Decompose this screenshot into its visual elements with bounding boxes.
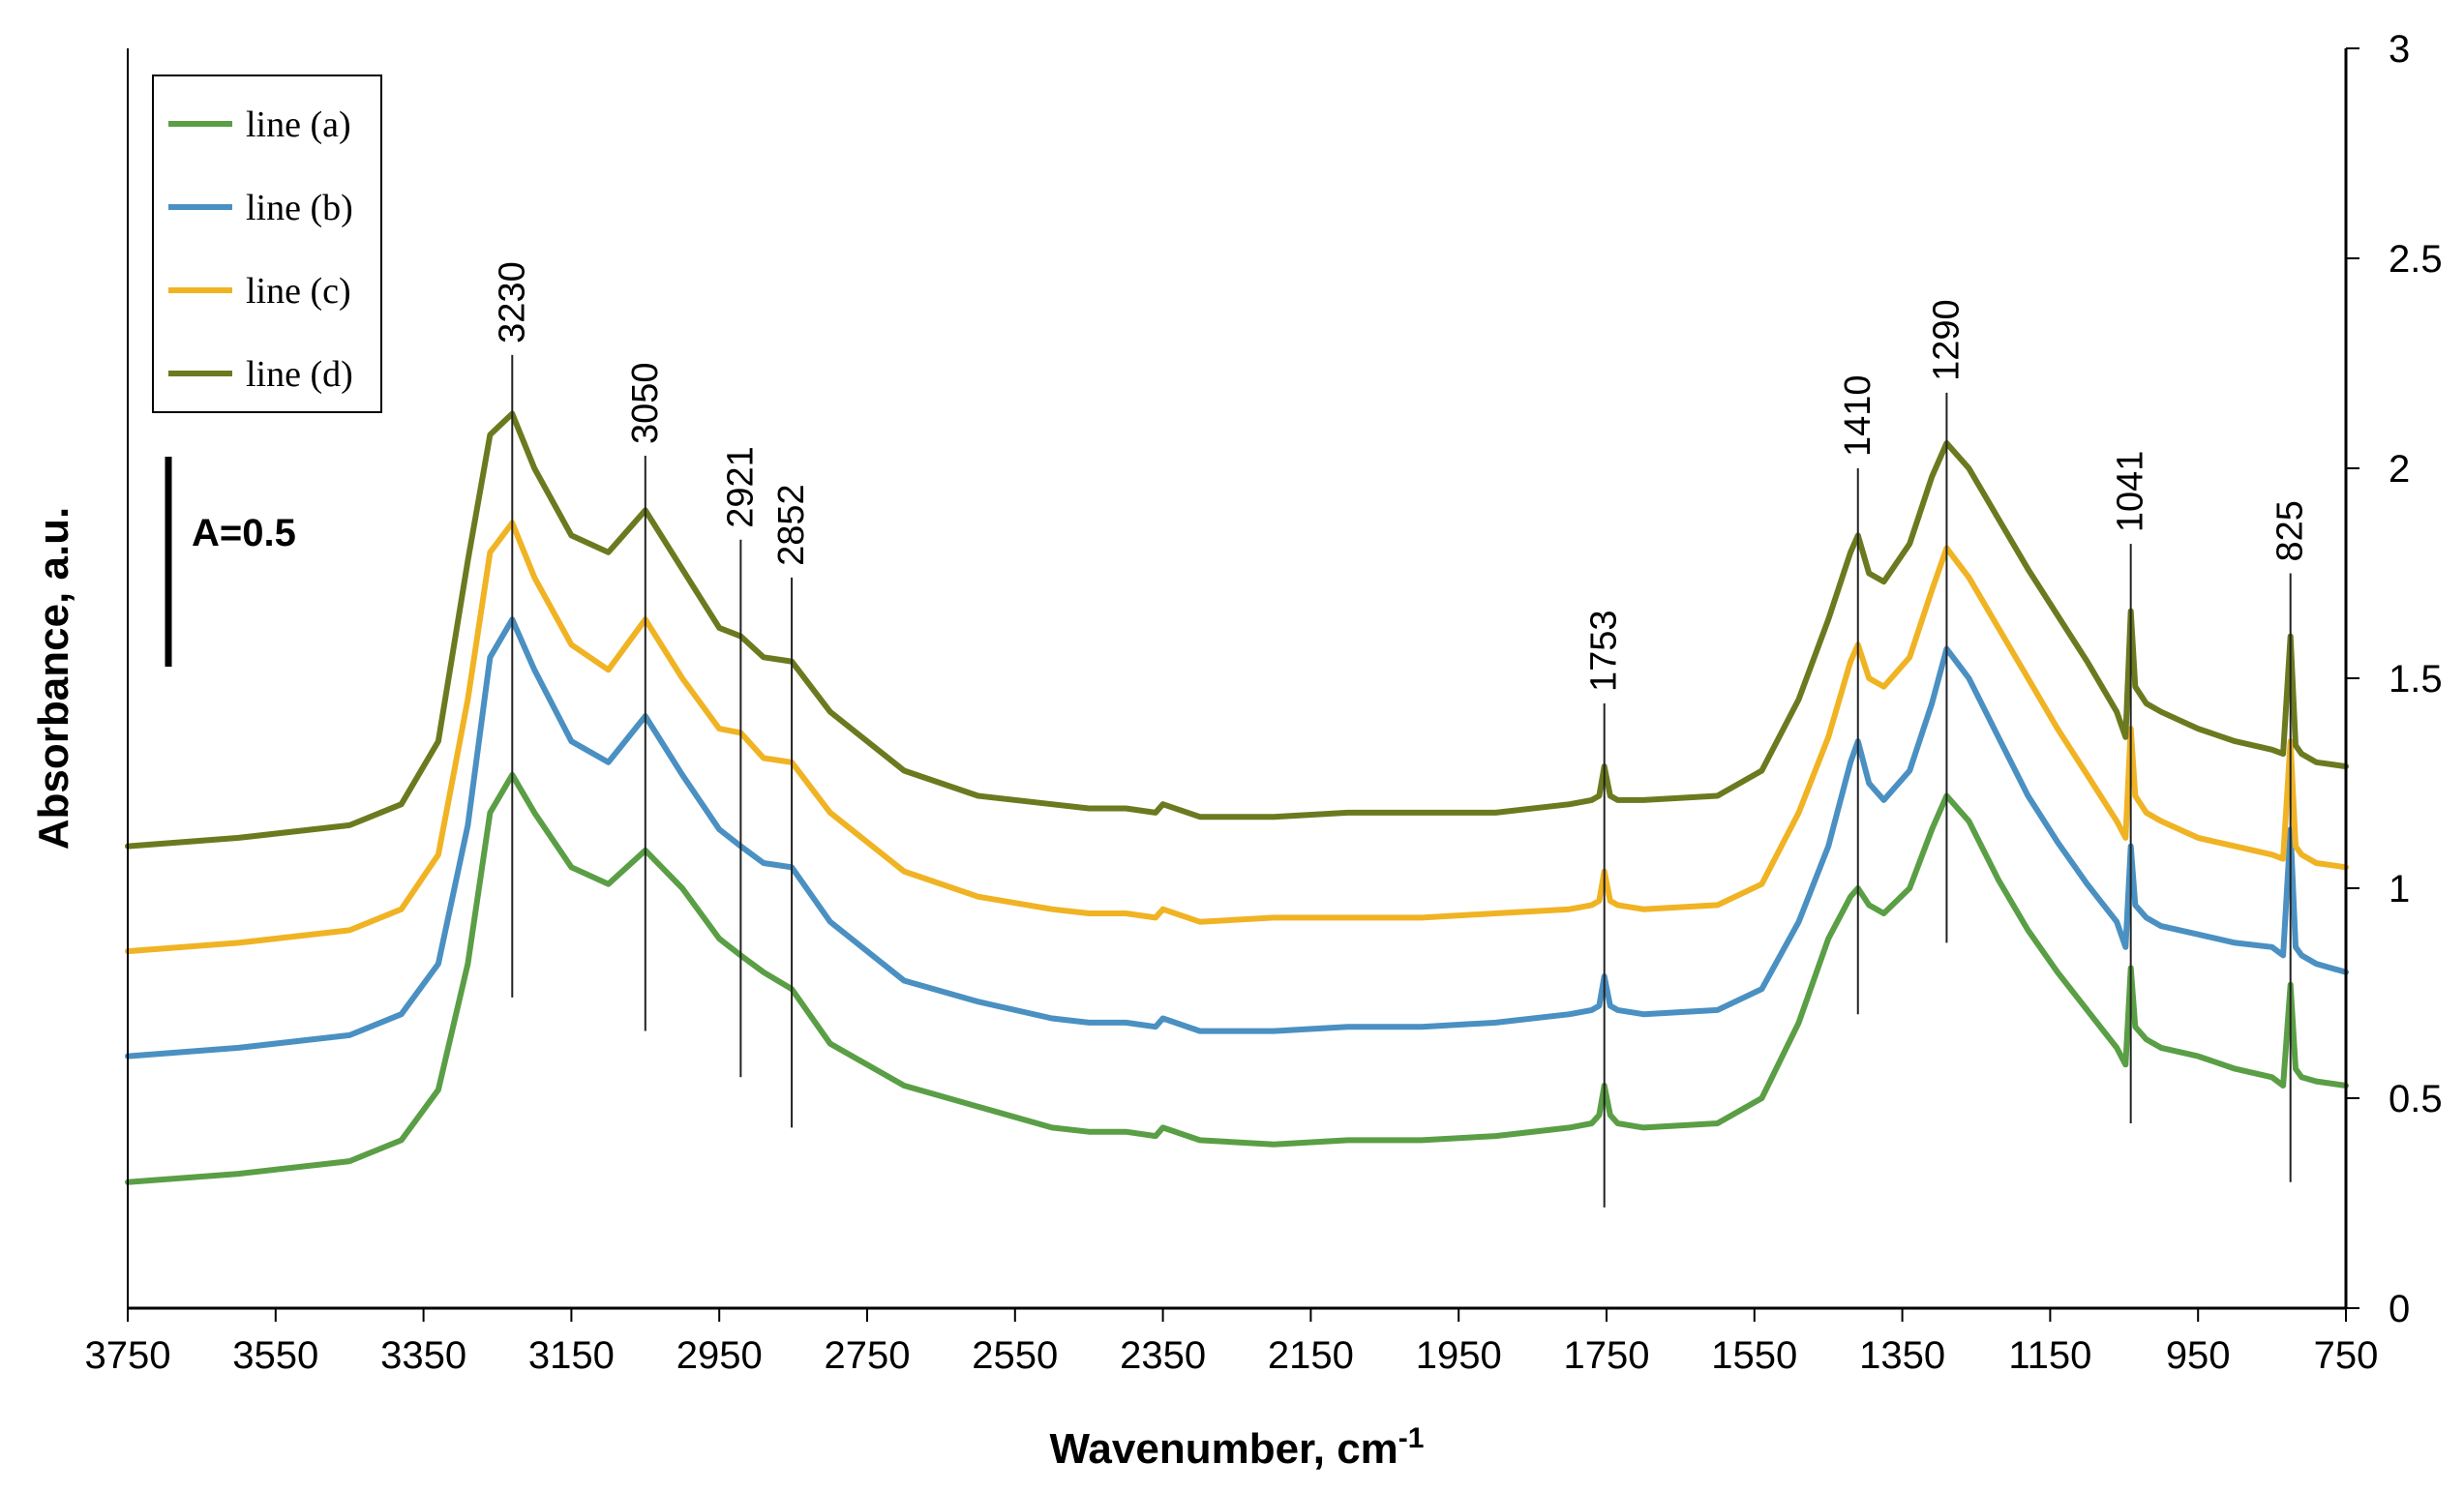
y-axis-title: Absorbance, a.u. bbox=[30, 507, 77, 850]
series-line-a bbox=[125, 771, 2349, 1185]
x-tick-label: 1150 bbox=[2008, 1334, 2091, 1377]
x-axis-title-text: Wavenumber, cm bbox=[1050, 1425, 1398, 1473]
x-tick-label: 3550 bbox=[232, 1334, 318, 1377]
x-tick-label: 1950 bbox=[1416, 1334, 1502, 1377]
x-axis-title-superscript: -1 bbox=[1398, 1422, 1425, 1454]
x-axis-title: Wavenumber, cm-1 bbox=[1050, 1422, 1425, 1473]
series-line-b bbox=[125, 616, 2349, 1059]
legend-label-a: line (a) bbox=[246, 104, 351, 145]
peak-label-825: 825 bbox=[2270, 500, 2311, 561]
y-tick-label: 1 bbox=[2389, 868, 2410, 910]
x-tick-label: 3350 bbox=[380, 1334, 466, 1377]
peak-marker-layer: 3230 3050 2921 2852 1753 1410 1290 1041 825 bbox=[492, 261, 2311, 1208]
y-tick-label: 0.5 bbox=[2389, 1078, 2443, 1120]
legend-label-b: line (b) bbox=[246, 188, 353, 228]
scale-bar-label: A=0.5 bbox=[192, 512, 296, 554]
legend-label-d: line (d) bbox=[246, 354, 353, 395]
x-tick-label: 3150 bbox=[528, 1334, 615, 1377]
x-tick-label: 950 bbox=[2166, 1334, 2231, 1377]
x-tick-label: 1550 bbox=[1711, 1334, 1797, 1377]
series-line-d bbox=[125, 410, 2349, 850]
legend: line (a) line (b) line (c) line (d) bbox=[152, 75, 382, 413]
x-tick-label: 2150 bbox=[1268, 1334, 1354, 1377]
series-line-c bbox=[125, 520, 2349, 955]
series-layer bbox=[125, 410, 2349, 1185]
x-tick-label: 1350 bbox=[1859, 1334, 1945, 1377]
x-tick-label: 1750 bbox=[1564, 1334, 1650, 1377]
x-tick-label: 2350 bbox=[1120, 1334, 1206, 1377]
y-tick-label: 0 bbox=[2389, 1288, 2410, 1330]
peak-label-1041: 1041 bbox=[2111, 451, 2151, 533]
x-tick-label: 2550 bbox=[972, 1334, 1058, 1377]
y-tick-label: 2 bbox=[2389, 448, 2410, 491]
x-tick-layer: 3750 3550 3350 3150 2950 2750 2550 2350 2150 1950… bbox=[85, 1308, 2379, 1377]
legend-label-c: line (c) bbox=[246, 271, 351, 312]
peak-label-3230: 3230 bbox=[492, 261, 532, 343]
peak-label-1753: 1753 bbox=[1584, 610, 1625, 692]
y-tick-layer: 0 0.5 1 1.5 2 2.5 3 bbox=[2346, 28, 2443, 1330]
x-tick-label: 750 bbox=[2314, 1334, 2379, 1377]
x-tick-label: 2750 bbox=[825, 1334, 911, 1377]
x-tick-label: 3750 bbox=[85, 1334, 171, 1377]
scale-bar: A=0.5 bbox=[165, 457, 296, 667]
y-tick-label: 3 bbox=[2389, 28, 2410, 71]
peak-label-2921: 2921 bbox=[720, 446, 761, 528]
legend-box bbox=[152, 75, 382, 413]
peak-label-2852: 2852 bbox=[771, 484, 812, 566]
x-tick-label: 2950 bbox=[676, 1334, 763, 1377]
y-tick-label: 1.5 bbox=[2389, 658, 2443, 701]
peak-label-1290: 1290 bbox=[1926, 299, 1967, 381]
peak-label-1410: 1410 bbox=[1838, 374, 1878, 457]
peak-label-3050: 3050 bbox=[625, 362, 666, 444]
y-tick-label: 2.5 bbox=[2389, 238, 2443, 281]
